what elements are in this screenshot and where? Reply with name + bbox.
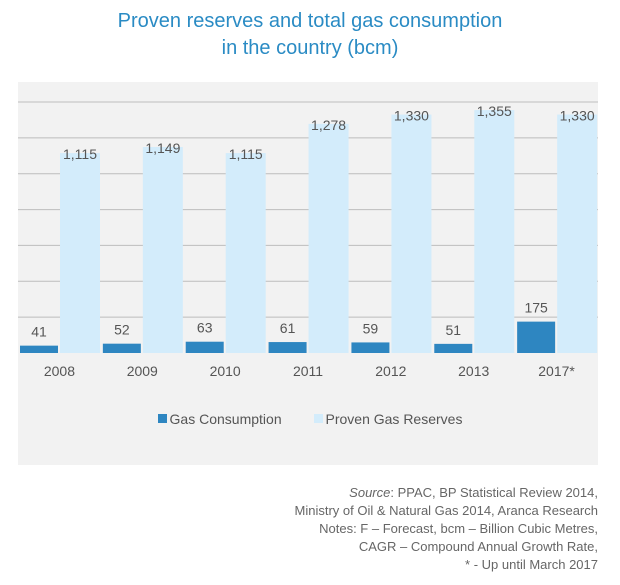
chart-title-line-2: in the country (bcm) bbox=[221, 37, 399, 59]
data-label-consumption: 63 bbox=[197, 320, 213, 336]
bar-reserves bbox=[142, 147, 183, 353]
chart-title-line-1: Proven reserves and total gas consumptio… bbox=[117, 10, 503, 32]
chart-title: Proven reserves and total gas consumptio… bbox=[0, 8, 620, 62]
source-text: : PPAC, BP Statistical Review 2014, bbox=[390, 485, 598, 500]
x-tick-label: 2011 bbox=[293, 363, 323, 379]
legend: Gas Consumption Proven Gas Reserves bbox=[0, 410, 620, 427]
bar-consumption bbox=[268, 342, 307, 353]
bar-reserves bbox=[474, 110, 515, 353]
x-tick-label: 2012 bbox=[375, 363, 406, 379]
bar-reserves bbox=[391, 114, 432, 353]
data-label-consumption: 51 bbox=[445, 322, 461, 338]
note-line-2: Notes: F – Forecast, bcm – Billion Cubic… bbox=[319, 521, 598, 536]
x-tick-label: 2008 bbox=[44, 363, 75, 379]
bar-consumption bbox=[434, 343, 473, 353]
x-tick-label: 2017* bbox=[538, 363, 575, 379]
data-label-reserves: 1,355 bbox=[477, 103, 512, 119]
legend-label-consumption: Gas Consumption bbox=[169, 410, 282, 427]
legend-label-reserves: Proven Gas Reserves bbox=[325, 410, 463, 427]
data-label-reserves: 1,330 bbox=[560, 108, 595, 124]
legend-swatch-consumption bbox=[157, 414, 167, 423]
data-label-consumption: 59 bbox=[363, 320, 379, 336]
chart-panel: 41 1,115 2008 52 1,149 2009 63 1,115 2010 61 1,278… bbox=[18, 82, 598, 465]
legend-item-consumption: Gas Consumption bbox=[157, 410, 282, 427]
source-label: Source bbox=[349, 485, 391, 500]
bar-consumption bbox=[351, 342, 390, 353]
bar-reserves bbox=[308, 123, 349, 353]
legend-swatch-reserves bbox=[313, 414, 323, 423]
source-notes: Source: PPAC, BP Statistical Review 2014… bbox=[295, 484, 598, 574]
data-label-consumption: 175 bbox=[524, 300, 548, 316]
note-line-3: CAGR – Compound Annual Growth Rate, bbox=[358, 539, 598, 554]
bar-reserves bbox=[557, 114, 598, 353]
x-tick-label: 2010 bbox=[210, 363, 241, 379]
data-label-reserves: 1,115 bbox=[63, 146, 97, 162]
note-line-4: * - Up until March 2017 bbox=[465, 557, 598, 572]
bar-reserves bbox=[225, 153, 266, 353]
data-label-reserves: 1,330 bbox=[394, 108, 429, 124]
data-label-reserves: 1,149 bbox=[145, 140, 180, 156]
source-line: Source: PPAC, BP Statistical Review 2014… bbox=[295, 484, 598, 502]
bar-reserves bbox=[60, 153, 100, 353]
data-label-consumption: 41 bbox=[31, 324, 47, 340]
x-tick-label: 2009 bbox=[127, 363, 158, 379]
data-label-consumption: 61 bbox=[280, 320, 296, 336]
x-tick-label: 2013 bbox=[458, 363, 489, 379]
note-line-1: Ministry of Oil & Natural Gas 2014, Aran… bbox=[294, 503, 598, 518]
bar-consumption bbox=[185, 341, 224, 353]
bar-consumption bbox=[517, 321, 556, 353]
data-label-reserves: 1,278 bbox=[311, 117, 346, 133]
bar-consumption bbox=[102, 343, 141, 353]
bar-consumption bbox=[20, 345, 58, 353]
data-label-consumption: 52 bbox=[114, 322, 130, 338]
legend-item-reserves: Proven Gas Reserves bbox=[313, 410, 463, 427]
data-label-reserves: 1,115 bbox=[229, 146, 263, 162]
bar-chart: 41 1,115 2008 52 1,149 2009 63 1,115 2010 61 1,278… bbox=[18, 101, 598, 379]
